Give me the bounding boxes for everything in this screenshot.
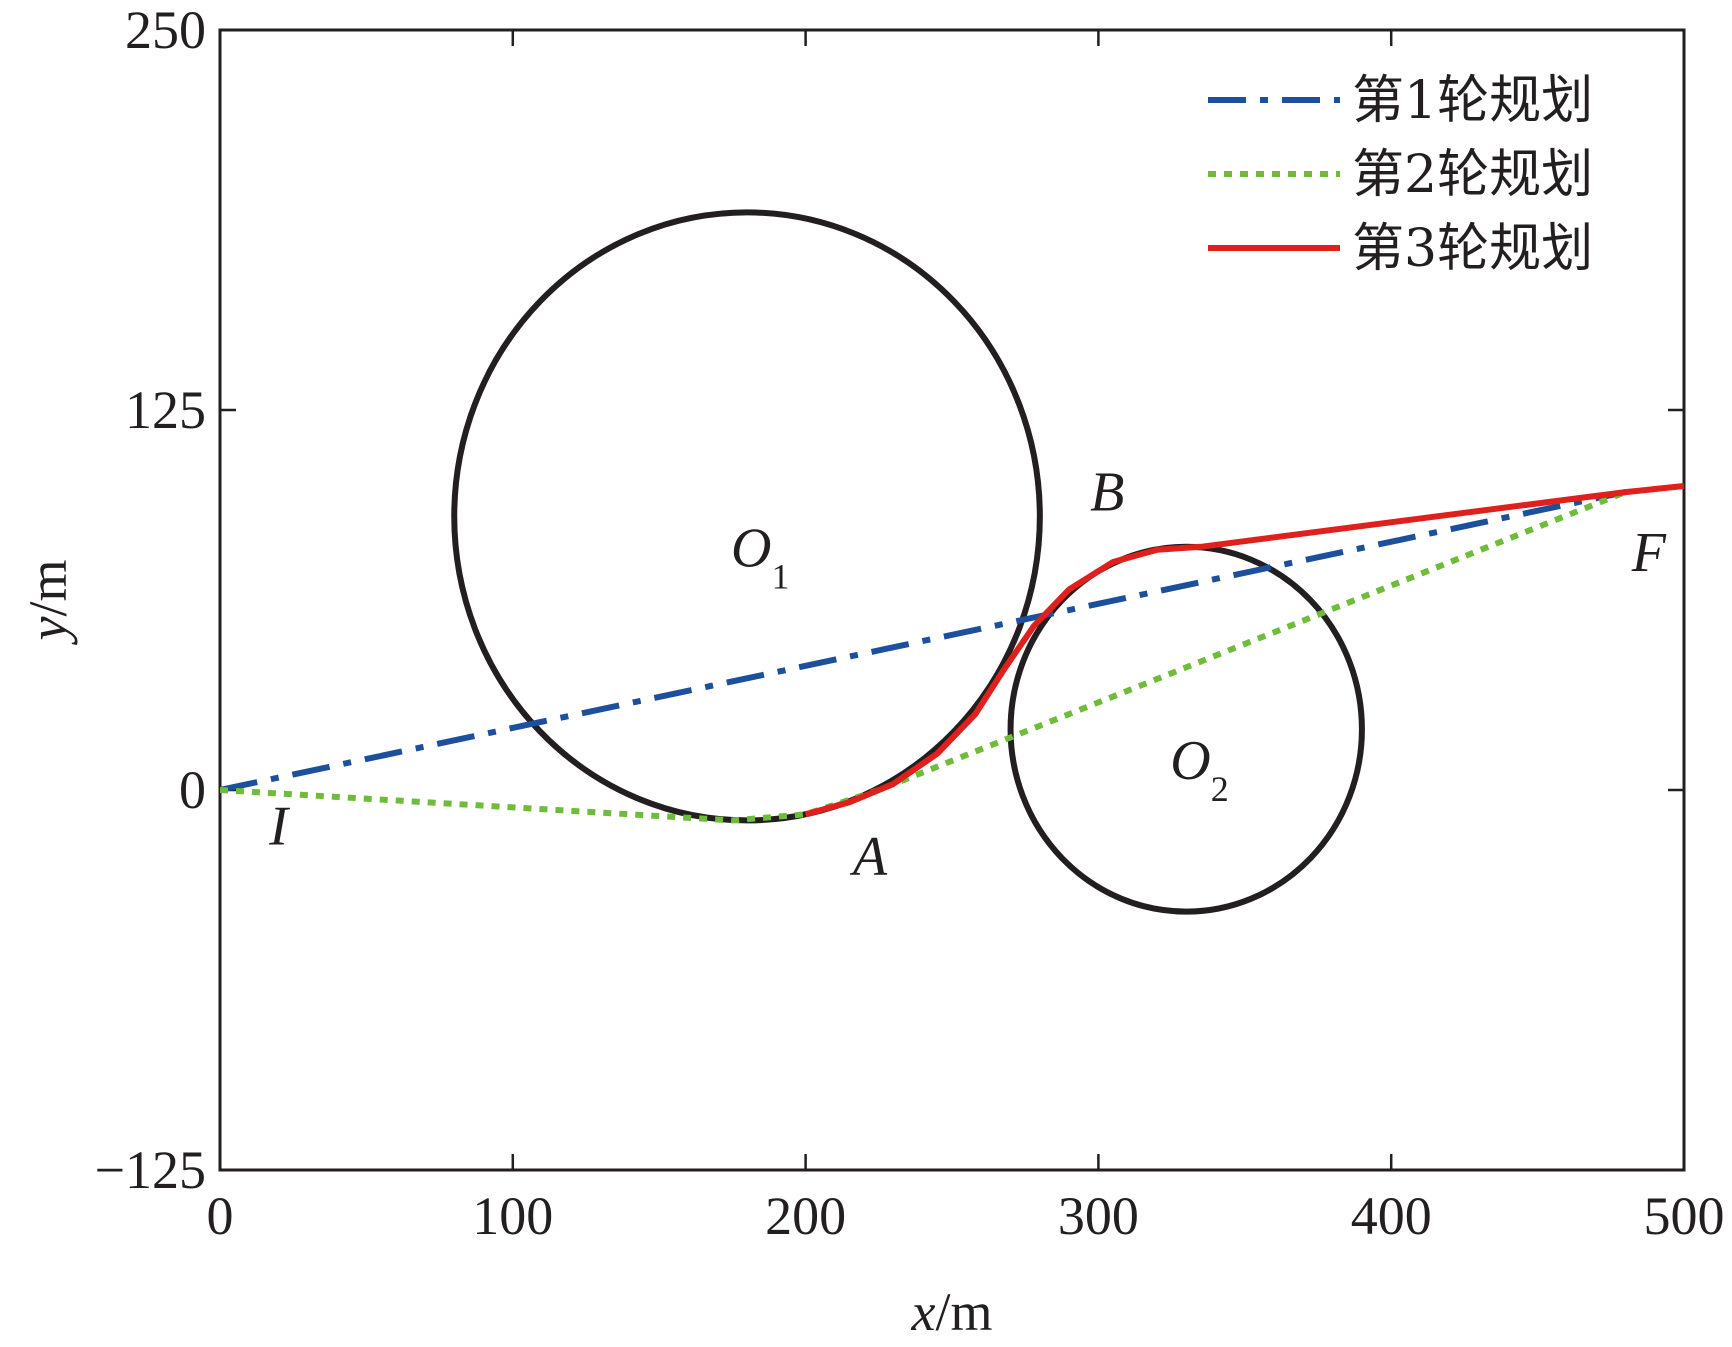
y-tick-label: 125 [125, 380, 206, 440]
planning-series [220, 483, 1684, 824]
obstacle-label-2: O2 [1170, 730, 1228, 809]
point-annotations: I A B F [268, 461, 1667, 888]
obstacle-labels: O1 O2 [731, 517, 1229, 809]
legend-label-2: 第2轮规划 [1352, 145, 1593, 205]
point-label-B: B [1090, 461, 1124, 523]
y-axis-ticks: −125 0 125 250 [95, 0, 1684, 1200]
x-tick-label: 100 [472, 1186, 553, 1246]
x-tick-label: 300 [1058, 1186, 1139, 1246]
x-tick-label: 200 [765, 1186, 846, 1246]
x-tick-label: 500 [1644, 1186, 1725, 1246]
x-tick-label: 400 [1351, 1186, 1432, 1246]
y-tick-label: 0 [179, 760, 206, 820]
point-label-F: F [1631, 522, 1667, 584]
legend-label-3: 第3轮规划 [1352, 219, 1593, 279]
y-tick-label: 250 [125, 0, 206, 60]
point-label-I: I [268, 796, 290, 858]
y-tick-label: −125 [95, 1140, 206, 1200]
y-axis-title: y/m [18, 560, 78, 646]
plot-frame [218, 28, 1686, 1172]
obstacle-label-1: O1 [731, 517, 789, 596]
x-tick-label: 0 [207, 1186, 234, 1246]
series-line-1 [220, 489, 1627, 793]
point-label-A: A [849, 826, 888, 888]
obstacle-circle-2 [1007, 543, 1365, 915]
series-line-2 [220, 489, 1627, 824]
obstacle-circle-1 [451, 209, 1043, 824]
series-line-3 [804, 483, 1684, 818]
legend-label-1: 第1轮规划 [1352, 71, 1593, 131]
x-axis-ticks: 0 100 200 300 400 500 [207, 30, 1725, 1246]
x-axis-title: x/m [911, 1282, 993, 1342]
